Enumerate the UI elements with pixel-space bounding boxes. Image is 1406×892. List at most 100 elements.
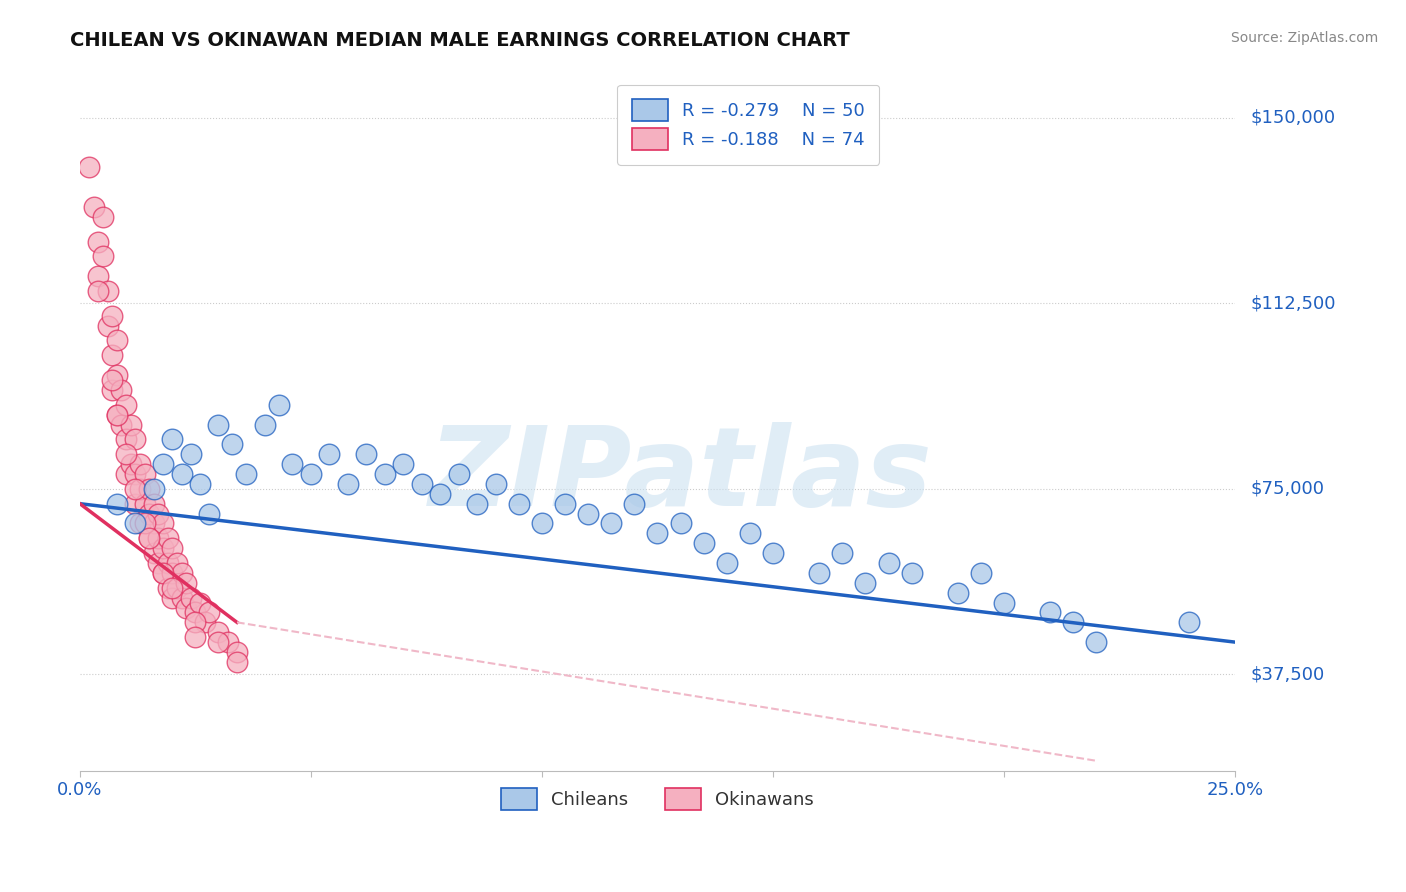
Point bbox=[221, 437, 243, 451]
Point bbox=[105, 408, 128, 422]
Point bbox=[738, 526, 761, 541]
Point bbox=[162, 433, 184, 447]
Point bbox=[152, 541, 174, 556]
Text: $75,000: $75,000 bbox=[1250, 480, 1324, 498]
Point bbox=[1062, 615, 1084, 630]
Point bbox=[156, 531, 179, 545]
Point bbox=[152, 566, 174, 580]
Point bbox=[87, 235, 110, 249]
Point bbox=[623, 497, 645, 511]
Point bbox=[970, 566, 993, 580]
Point bbox=[152, 516, 174, 531]
Point bbox=[124, 482, 146, 496]
Point bbox=[91, 249, 114, 263]
Point bbox=[180, 447, 202, 461]
Point bbox=[198, 507, 221, 521]
Point bbox=[669, 516, 692, 531]
Point bbox=[115, 447, 138, 461]
Point bbox=[138, 482, 160, 496]
Point bbox=[429, 487, 451, 501]
Point bbox=[101, 348, 124, 362]
Point bbox=[808, 566, 831, 580]
Point bbox=[226, 645, 249, 659]
Text: $112,500: $112,500 bbox=[1250, 294, 1336, 312]
Point bbox=[124, 467, 146, 481]
Point bbox=[134, 497, 156, 511]
Point bbox=[184, 630, 207, 644]
Point bbox=[148, 556, 170, 570]
Point bbox=[207, 417, 229, 432]
Point bbox=[299, 467, 322, 481]
Point bbox=[129, 457, 152, 471]
Point bbox=[946, 585, 969, 599]
Point bbox=[184, 606, 207, 620]
Point bbox=[142, 516, 165, 531]
Point bbox=[267, 398, 290, 412]
Point bbox=[156, 581, 179, 595]
Point bbox=[162, 581, 184, 595]
Text: CHILEAN VS OKINAWAN MEDIAN MALE EARNINGS CORRELATION CHART: CHILEAN VS OKINAWAN MEDIAN MALE EARNINGS… bbox=[70, 31, 851, 50]
Point bbox=[124, 516, 146, 531]
Point bbox=[110, 383, 132, 397]
Point bbox=[188, 476, 211, 491]
Point bbox=[1085, 635, 1108, 649]
Point bbox=[101, 373, 124, 387]
Point bbox=[142, 546, 165, 560]
Point bbox=[447, 467, 470, 481]
Point bbox=[91, 210, 114, 224]
Point bbox=[129, 482, 152, 496]
Point bbox=[900, 566, 922, 580]
Point bbox=[530, 516, 553, 531]
Point bbox=[831, 546, 853, 560]
Point bbox=[485, 476, 508, 491]
Point bbox=[1039, 606, 1062, 620]
Point bbox=[148, 531, 170, 545]
Point bbox=[716, 556, 738, 570]
Point bbox=[356, 447, 378, 461]
Point bbox=[115, 433, 138, 447]
Point bbox=[142, 482, 165, 496]
Point bbox=[101, 309, 124, 323]
Point bbox=[156, 556, 179, 570]
Point bbox=[97, 284, 120, 298]
Point bbox=[115, 398, 138, 412]
Point bbox=[647, 526, 669, 541]
Legend: Chileans, Okinawans: Chileans, Okinawans bbox=[486, 774, 828, 825]
Point bbox=[993, 596, 1015, 610]
Point bbox=[253, 417, 276, 432]
Point bbox=[120, 417, 142, 432]
Point bbox=[374, 467, 396, 481]
Point bbox=[124, 433, 146, 447]
Point bbox=[855, 575, 877, 590]
Point bbox=[152, 566, 174, 580]
Point bbox=[411, 476, 433, 491]
Point bbox=[101, 383, 124, 397]
Point bbox=[134, 516, 156, 531]
Point bbox=[170, 566, 193, 580]
Point bbox=[692, 536, 714, 550]
Point bbox=[129, 516, 152, 531]
Text: ZIPatlas: ZIPatlas bbox=[429, 422, 932, 529]
Point bbox=[105, 334, 128, 348]
Point bbox=[217, 635, 239, 649]
Point bbox=[207, 625, 229, 640]
Point bbox=[174, 575, 197, 590]
Point bbox=[281, 457, 304, 471]
Point bbox=[110, 417, 132, 432]
Point bbox=[207, 635, 229, 649]
Point bbox=[508, 497, 530, 511]
Point bbox=[83, 200, 105, 214]
Point bbox=[465, 497, 488, 511]
Point bbox=[152, 457, 174, 471]
Point bbox=[148, 507, 170, 521]
Point bbox=[87, 269, 110, 284]
Text: $150,000: $150,000 bbox=[1250, 109, 1336, 127]
Point bbox=[166, 556, 188, 570]
Point bbox=[194, 615, 217, 630]
Point bbox=[166, 581, 188, 595]
Point bbox=[576, 507, 599, 521]
Text: Source: ZipAtlas.com: Source: ZipAtlas.com bbox=[1230, 31, 1378, 45]
Point bbox=[138, 507, 160, 521]
Text: $37,500: $37,500 bbox=[1250, 665, 1324, 683]
Point bbox=[162, 591, 184, 605]
